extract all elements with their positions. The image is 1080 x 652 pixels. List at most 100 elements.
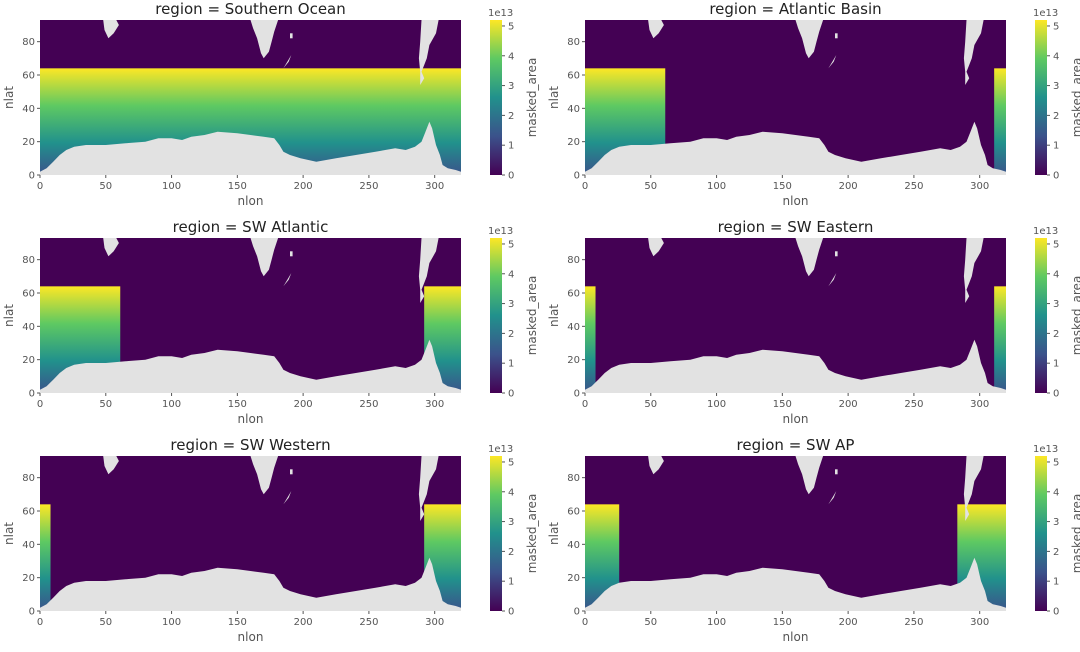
x-tick-label: 200 <box>839 399 858 410</box>
chart-title: region = SW AP <box>737 436 855 454</box>
colorbar <box>490 238 502 393</box>
x-axis-label: nlon <box>238 194 264 208</box>
x-tick-label: 150 <box>228 181 247 192</box>
y-tick-label: 60 <box>567 71 580 82</box>
x-tick-label: 300 <box>425 181 444 192</box>
x-tick-label: 0 <box>582 399 588 410</box>
colorbar <box>490 20 502 175</box>
land-mask <box>648 456 664 475</box>
colorbar-tick-label: 2 <box>508 329 514 340</box>
y-tick-label: 80 <box>567 473 580 484</box>
land-mask <box>585 557 1006 611</box>
x-tick-label: 50 <box>99 181 112 192</box>
x-tick-label: 100 <box>162 617 181 628</box>
colorbar-tick-label: 5 <box>1053 21 1059 32</box>
y-tick-label: 0 <box>29 171 35 182</box>
land-mask <box>418 456 439 521</box>
y-tick-label: 80 <box>567 255 580 266</box>
x-tick-label: 200 <box>839 617 858 628</box>
y-tick-label: 40 <box>567 540 580 551</box>
colorbar <box>1035 238 1047 393</box>
colorbar <box>1035 456 1047 611</box>
land-mask <box>103 20 119 39</box>
land-mask <box>103 238 119 257</box>
x-tick-label: 300 <box>970 617 989 628</box>
y-tick-label: 20 <box>22 137 35 148</box>
colorbar-tick-label: 1 <box>508 577 514 588</box>
land-mask <box>648 20 664 39</box>
colorbar-exponent: 1e13 <box>1033 8 1058 19</box>
y-axis-label: nlat <box>2 522 16 545</box>
colorbar-tick-label: 1 <box>1053 141 1059 152</box>
colorbar-tick-label: 2 <box>508 111 514 122</box>
colorbar-tick-label: 2 <box>1053 547 1059 558</box>
chart-title: region = SW Atlantic <box>173 218 329 236</box>
y-tick-label: 0 <box>574 607 580 618</box>
y-axis-label: nlat <box>547 86 561 109</box>
land-mask <box>250 456 279 495</box>
colorbar-tick-label: 5 <box>508 21 514 32</box>
colorbar-label: masked_area <box>525 276 539 356</box>
land-mask <box>585 339 1006 393</box>
land-mask <box>418 20 439 85</box>
x-axis-label: nlon <box>238 630 264 644</box>
x-tick-label: 150 <box>773 399 792 410</box>
land-mask <box>250 238 279 277</box>
x-tick-label: 100 <box>707 617 726 628</box>
land-mask <box>963 456 984 521</box>
land-mask <box>283 491 292 505</box>
x-tick-label: 300 <box>425 617 444 628</box>
x-tick-label: 150 <box>773 617 792 628</box>
chart-title: region = SW Eastern <box>718 218 874 236</box>
x-tick-label: 50 <box>644 399 657 410</box>
land-mask <box>290 251 293 257</box>
land-mask <box>963 238 984 303</box>
colorbar-tick-label: 3 <box>508 81 514 92</box>
land-mask <box>828 491 837 505</box>
x-tick-label: 250 <box>904 181 923 192</box>
x-tick-label: 100 <box>162 399 181 410</box>
colorbar-exponent: 1e13 <box>488 226 513 237</box>
y-axis-label: nlat <box>547 304 561 327</box>
colorbar-tick-label: 3 <box>508 299 514 310</box>
colorbar-tick-label: 2 <box>1053 111 1059 122</box>
land-mask <box>40 339 461 393</box>
land-mask <box>290 33 293 39</box>
colorbar-tick-label: 4 <box>1053 487 1059 498</box>
y-axis-label: nlat <box>2 86 16 109</box>
land-mask <box>290 469 293 475</box>
colorbar-tick-label: 2 <box>508 547 514 558</box>
colorbar-tick-label: 5 <box>508 239 514 250</box>
colorbar-tick-label: 5 <box>1053 457 1059 468</box>
masked-area-region <box>585 286 596 393</box>
x-tick-label: 50 <box>644 617 657 628</box>
x-tick-label: 50 <box>644 181 657 192</box>
x-tick-label: 0 <box>582 617 588 628</box>
colorbar-tick-label: 1 <box>508 359 514 370</box>
colorbar <box>1035 20 1047 175</box>
x-tick-label: 250 <box>359 399 378 410</box>
colorbar-tick-label: 3 <box>508 517 514 528</box>
colorbar-tick-label: 3 <box>1053 517 1059 528</box>
land-mask <box>835 251 838 257</box>
colorbar-tick-label: 1 <box>1053 359 1059 370</box>
land-mask <box>828 273 837 287</box>
colorbar-exponent: 1e13 <box>488 444 513 455</box>
y-tick-label: 40 <box>567 104 580 115</box>
y-tick-label: 80 <box>22 255 35 266</box>
y-tick-label: 60 <box>567 289 580 300</box>
colorbar-tick-label: 2 <box>1053 329 1059 340</box>
x-tick-label: 200 <box>294 617 313 628</box>
y-tick-label: 80 <box>22 37 35 48</box>
y-tick-label: 0 <box>29 607 35 618</box>
colorbar-tick-label: 0 <box>1053 171 1059 182</box>
x-tick-label: 300 <box>970 399 989 410</box>
colorbar <box>490 456 502 611</box>
colorbar-tick-label: 0 <box>1053 389 1059 400</box>
colorbar-label: masked_area <box>1070 494 1080 574</box>
x-axis-label: nlon <box>783 630 809 644</box>
